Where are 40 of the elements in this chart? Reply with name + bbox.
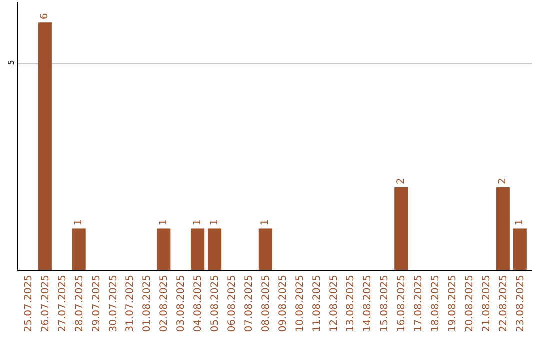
y-tick-label: 5 [6,60,16,66]
x-tick-label: 19.08.2025 [448,275,459,332]
data-label: 6 [40,13,51,20]
data-label: 1 [158,219,170,226]
x-tick-label: 06.08.2025 [226,275,238,332]
x-tick-label: 11.08.2025 [312,275,323,332]
x-tick-label: 04.08.2025 [193,275,204,332]
data-label: 1 [514,219,526,226]
data-label: 2 [498,178,509,185]
x-tick-label: 28.07.2025 [74,275,86,332]
x-tick-label: 12.08.2025 [328,275,340,332]
data-label: 2 [396,178,407,185]
x-tick-label: 25.07.2025 [23,275,34,332]
x-tick-label: 21.08.2025 [481,275,492,332]
x-tick-label: 23.08.2025 [515,275,526,332]
x-tick-label: 17.08.2025 [414,275,425,332]
x-tick-label: 16.08.2025 [396,275,408,332]
data-label: 1 [74,219,85,226]
x-tick-label: 10.08.2025 [294,275,306,332]
data-label: 1 [260,219,272,226]
x-tick-label: 27.07.2025 [57,275,68,332]
x-tick-label: 08.08.2025 [260,275,272,332]
x-tick-label: 09.08.2025 [278,275,289,332]
x-tick-label: 18.08.2025 [430,275,442,332]
x-tick-label: 20.08.2025 [464,275,476,332]
x-tick-label: 22.08.2025 [498,275,510,332]
x-tick-label: 30.07.2025 [108,275,120,332]
x-tick-label: 15.08.2025 [380,275,391,332]
x-tick-label: 14.08.2025 [362,275,374,332]
x-tick-label: 05.08.2025 [210,275,222,332]
x-tick-label: 31.07.2025 [125,275,136,332]
x-tick-label: 01.08.2025 [142,275,154,332]
data-label: 1 [209,219,220,226]
data-label: 1 [192,219,204,226]
x-tick-label: 02.08.2025 [159,275,170,332]
x-tick-label: 07.08.2025 [244,275,255,332]
x-tick-label: 03.08.2025 [176,275,188,332]
x-tick-label: 13.08.2025 [346,275,357,332]
x-tick-label: 29.07.2025 [91,275,102,332]
x-tick-label: 26.07.2025 [40,275,52,332]
